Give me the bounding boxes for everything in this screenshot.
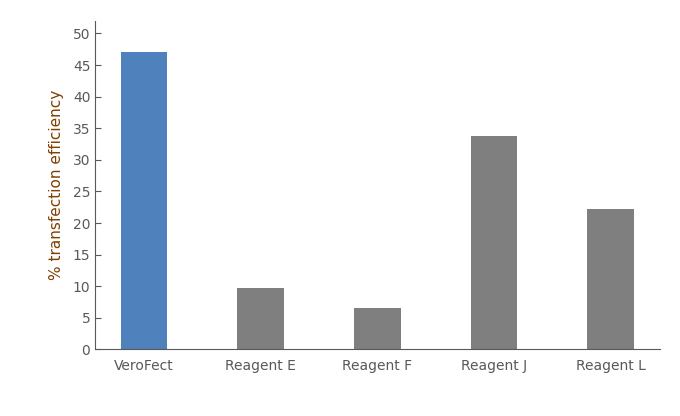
Bar xyxy=(237,288,284,349)
Bar xyxy=(354,308,401,349)
Bar xyxy=(471,136,517,349)
Bar xyxy=(121,52,167,349)
Bar xyxy=(588,209,634,349)
Y-axis label: % transfection efficiency: % transfection efficiency xyxy=(50,90,65,280)
